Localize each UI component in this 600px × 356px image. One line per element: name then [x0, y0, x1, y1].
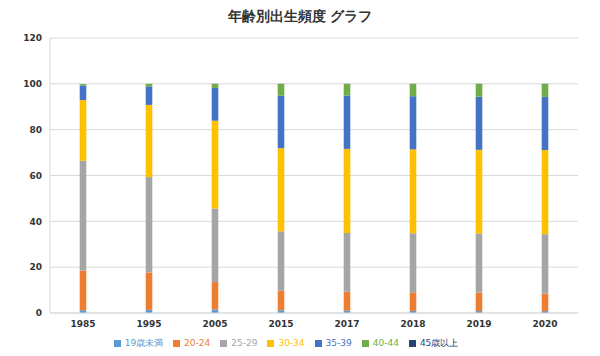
svg-text:120: 120 — [23, 33, 42, 43]
svg-text:2015: 2015 — [268, 319, 293, 329]
svg-text:100: 100 — [23, 79, 42, 89]
html-text:年齢別出生頻度 グラフ: 年齢別出生頻度 グラフ — [227, 8, 373, 24]
svg-text:2020: 2020 — [532, 319, 557, 329]
svg-text:20: 20 — [29, 262, 42, 272]
html-text:40-44: 40-44 — [372, 338, 399, 348]
html-text:25-29: 25-29 — [231, 338, 258, 348]
svg-text:40: 40 — [29, 217, 42, 227]
svg-text:2019: 2019 — [466, 319, 491, 329]
html-text:45歳以上: 45歳以上 — [419, 338, 459, 348]
svg-text:0: 0 — [36, 308, 42, 318]
html-text:19歳未満: 19歳未満 — [124, 338, 164, 348]
svg-text:60: 60 — [29, 171, 42, 181]
svg-text:2018: 2018 — [400, 319, 425, 329]
svg-text:2017: 2017 — [334, 319, 359, 329]
html-text:30-34: 30-34 — [278, 338, 305, 348]
html-text:35-39: 35-39 — [325, 338, 352, 348]
svg-text:80: 80 — [29, 125, 42, 135]
html-text:20-24: 20-24 — [184, 338, 211, 348]
svg-text:2005: 2005 — [202, 319, 227, 329]
svg-text:1985: 1985 — [70, 319, 95, 329]
svg-text:1995: 1995 — [136, 319, 161, 329]
